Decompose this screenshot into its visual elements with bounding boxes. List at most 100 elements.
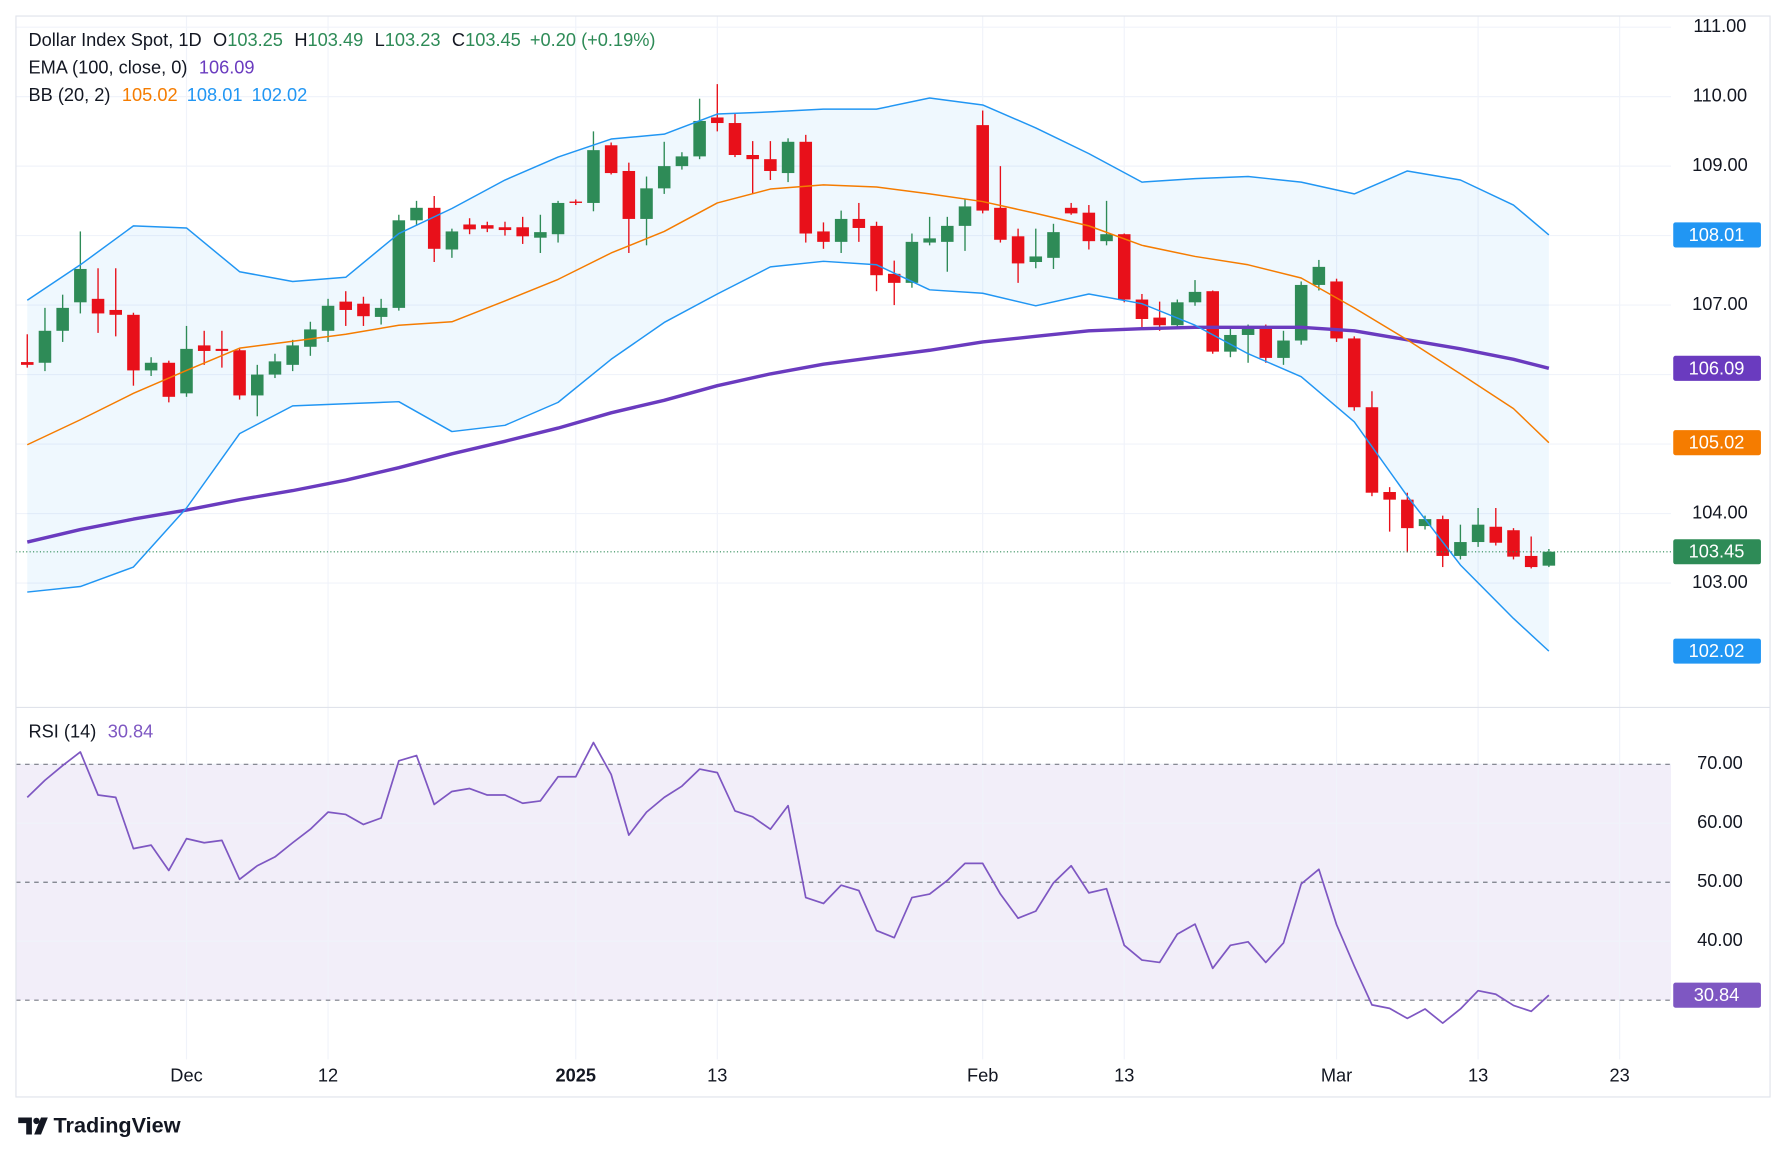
- x-tick-label: Dec: [170, 1065, 202, 1085]
- candle-body: [251, 374, 264, 396]
- frame: [15, 15, 1771, 1098]
- candle-body: [357, 303, 370, 317]
- indicator-line: [26, 325, 1550, 544]
- candle-body: [268, 361, 282, 375]
- candle-body: [534, 232, 547, 238]
- x-tick-label: 2025: [555, 1065, 596, 1085]
- candle-body: [1224, 334, 1237, 352]
- indicator-name: RSI (14): [28, 721, 96, 741]
- ohlc-value: 103.49: [308, 30, 364, 50]
- candle-body: [817, 231, 830, 242]
- indicator-line: [26, 184, 1550, 446]
- ohlc-label: C: [452, 30, 465, 50]
- candle-body: [1312, 266, 1326, 285]
- candle-body: [1277, 340, 1290, 358]
- candle-body: [551, 202, 565, 235]
- candle-body: [1064, 207, 1078, 214]
- candle-body: [587, 150, 600, 203]
- price-badge-label: 105.02: [1689, 433, 1745, 453]
- ohlc-value: 103.23: [385, 30, 441, 50]
- y-tick-label: 110.00: [1693, 85, 1747, 105]
- candle-body: [339, 301, 353, 310]
- candle-body: [604, 145, 618, 174]
- candle-body: [905, 241, 919, 283]
- candle-body: [109, 309, 123, 315]
- indicator-value: 102.02: [252, 85, 308, 105]
- y-tick-label: 103.00: [1692, 572, 1748, 592]
- x-tick-label: 13: [1114, 1065, 1134, 1085]
- indicator-line: [27, 260, 1550, 652]
- candle-body: [923, 238, 936, 243]
- candle-body: [640, 188, 653, 219]
- change-label: +0.20 (+0.19%): [530, 30, 656, 50]
- candle-body: [374, 307, 388, 317]
- header-ema: EMA (100, close, 0) 106.09: [28, 57, 254, 77]
- candle-body: [1188, 291, 1202, 303]
- price-badge-label: 103.45: [1689, 542, 1745, 562]
- candle-body: [197, 345, 211, 351]
- price-badge-label: 30.84: [1694, 985, 1740, 1005]
- candle-body: [38, 330, 52, 363]
- candle-body: [1542, 551, 1556, 566]
- indicator-value: 30.84: [108, 721, 154, 741]
- candle-body: [1206, 291, 1219, 352]
- candle-body: [1418, 519, 1432, 527]
- indicator-value: 108.01: [187, 85, 243, 105]
- candle-body: [233, 350, 246, 396]
- price-badge-label: 102.02: [1689, 641, 1745, 661]
- candle-body: [1100, 234, 1113, 242]
- ohlc-value: 103.45: [465, 30, 521, 50]
- candle-body: [321, 305, 335, 331]
- price-badge: [1673, 982, 1761, 1008]
- candle-body: [56, 307, 69, 331]
- y-tick-label: 104.00: [1692, 502, 1748, 522]
- price-badge: [1673, 430, 1761, 456]
- brand-logo: [18, 1117, 48, 1135]
- candle-body: [516, 227, 529, 237]
- candle-body: [764, 159, 777, 171]
- candle-body: [162, 362, 176, 397]
- candle-body: [1507, 530, 1520, 557]
- candle-body: [1524, 555, 1538, 568]
- candle-body: [74, 268, 87, 303]
- candle-body: [799, 141, 813, 234]
- x-tick-label: 23: [1610, 1065, 1630, 1085]
- candle-body: [91, 298, 105, 314]
- candle-body: [286, 345, 299, 365]
- candle-body: [498, 227, 512, 231]
- price-badge-label: 106.09: [1689, 358, 1745, 378]
- header-bb: BB (20, 2) 105.02 108.01 102.02: [28, 85, 307, 105]
- x-tick-label: 13: [707, 1065, 727, 1085]
- plot-area: [15, 84, 1671, 1024]
- band-fill: [27, 98, 1549, 652]
- price-badge: [1673, 355, 1761, 381]
- y-tick-label: 70.00: [1697, 753, 1743, 773]
- candle-body: [1383, 492, 1396, 500]
- candle-body: [622, 170, 636, 219]
- candle-body: [675, 156, 689, 167]
- x-tick-label: Feb: [967, 1065, 998, 1085]
- candle-body: [976, 125, 989, 211]
- candle-body: [21, 362, 34, 365]
- candle-body: [410, 207, 423, 221]
- candle-body: [215, 348, 229, 351]
- candle-body: [941, 225, 954, 242]
- candle-body: [958, 206, 972, 226]
- candle-body: [852, 218, 866, 228]
- price-badge: [1673, 539, 1761, 565]
- ohlc-value: 103.25: [227, 30, 283, 50]
- candle-body: [1047, 232, 1060, 258]
- candle-body: [728, 123, 742, 156]
- y-tick-label: 107.00: [1692, 294, 1748, 314]
- candle-body: [1082, 212, 1096, 242]
- y-tick-label: 50.00: [1697, 871, 1743, 891]
- candle-body: [127, 314, 140, 371]
- candle-body: [1489, 526, 1503, 543]
- candle-body: [1029, 256, 1043, 263]
- candle-body: [1454, 542, 1467, 556]
- candle-body: [746, 155, 759, 160]
- price-badge: [1673, 638, 1761, 664]
- candle-body: [834, 218, 848, 242]
- logo-shape: [33, 1117, 40, 1125]
